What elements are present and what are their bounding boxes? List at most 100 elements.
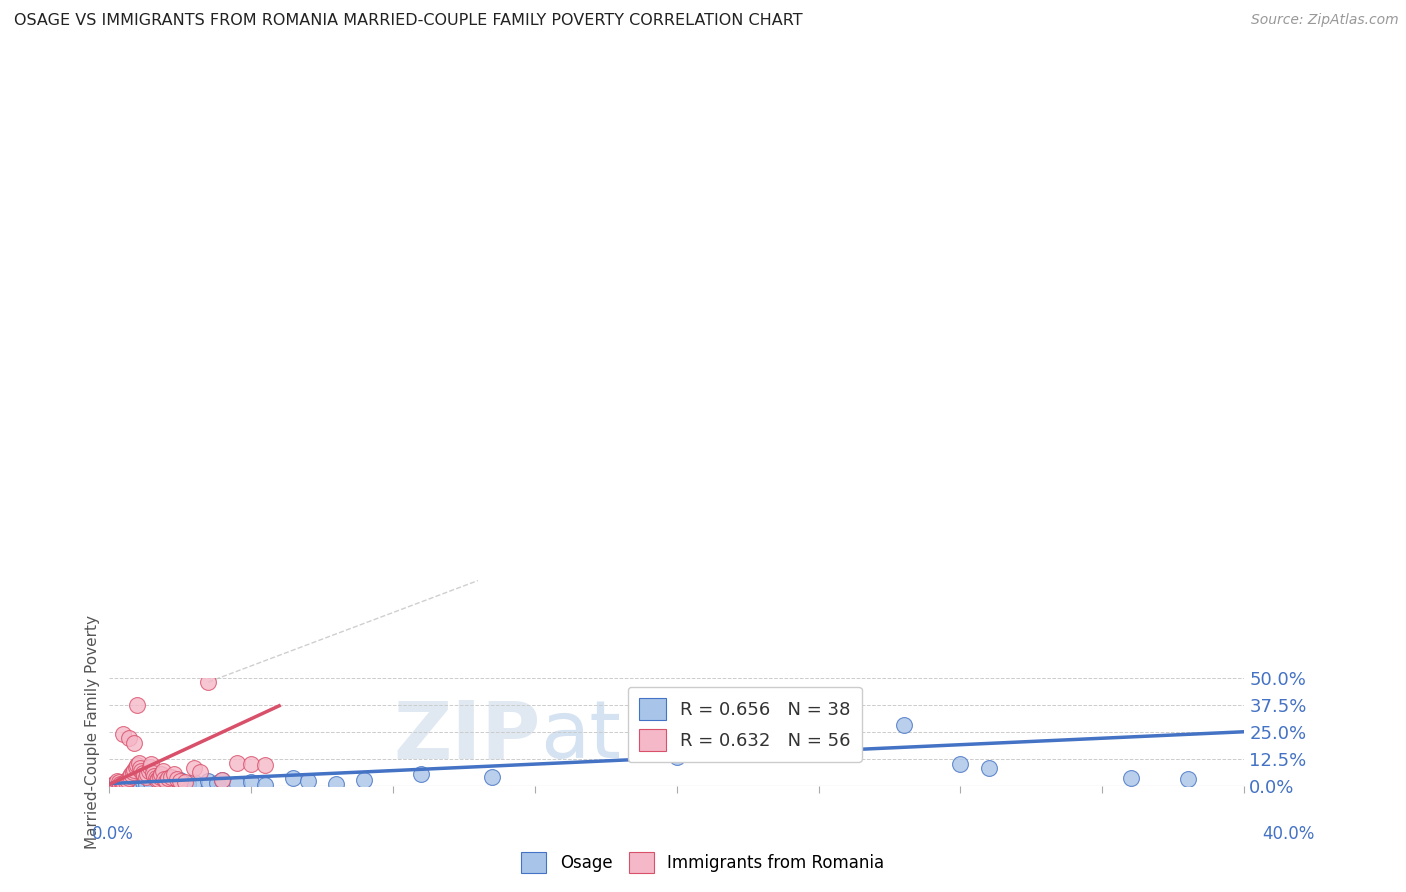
Point bbox=[157, 771, 180, 785]
Legend: R = 0.656   N = 38, R = 0.632   N = 56: R = 0.656 N = 38, R = 0.632 N = 56 bbox=[628, 687, 862, 762]
Point bbox=[129, 777, 152, 791]
Point bbox=[105, 774, 128, 789]
Point bbox=[121, 778, 143, 792]
Text: 40.0%: 40.0% bbox=[1263, 825, 1315, 843]
Point bbox=[211, 773, 233, 788]
Point bbox=[225, 777, 247, 791]
Point bbox=[124, 763, 146, 777]
Point bbox=[693, 747, 716, 761]
Point bbox=[177, 777, 200, 791]
Point bbox=[239, 757, 262, 772]
Point bbox=[139, 760, 162, 774]
Text: 0.0%: 0.0% bbox=[91, 825, 134, 843]
Legend: Osage, Immigrants from Romania: Osage, Immigrants from Romania bbox=[515, 846, 891, 880]
Point bbox=[127, 698, 149, 712]
Point bbox=[1177, 772, 1199, 787]
Point bbox=[100, 778, 122, 792]
Point bbox=[148, 772, 170, 787]
Point bbox=[253, 778, 276, 792]
Point bbox=[138, 764, 160, 778]
Point bbox=[143, 769, 166, 783]
Point bbox=[114, 775, 136, 789]
Point bbox=[174, 775, 197, 789]
Point bbox=[112, 777, 135, 791]
Point bbox=[141, 757, 163, 772]
Point bbox=[127, 758, 149, 772]
Point bbox=[325, 777, 347, 791]
Point bbox=[103, 778, 125, 792]
Point bbox=[108, 777, 131, 791]
Point bbox=[146, 773, 169, 788]
Point bbox=[166, 772, 188, 787]
Point bbox=[949, 757, 972, 772]
Point bbox=[205, 776, 228, 790]
Point bbox=[169, 772, 191, 787]
Point bbox=[155, 778, 177, 792]
Point bbox=[141, 776, 163, 790]
Point bbox=[150, 767, 173, 781]
Point bbox=[160, 770, 183, 784]
Point bbox=[197, 675, 219, 690]
Point bbox=[111, 777, 134, 791]
Point bbox=[108, 778, 131, 792]
Point bbox=[481, 770, 503, 784]
Point bbox=[188, 764, 211, 779]
Point bbox=[114, 777, 136, 791]
Text: OSAGE VS IMMIGRANTS FROM ROMANIA MARRIED-COUPLE FAMILY POVERTY CORRELATION CHART: OSAGE VS IMMIGRANTS FROM ROMANIA MARRIED… bbox=[14, 13, 803, 29]
Point bbox=[665, 749, 688, 764]
Point bbox=[160, 778, 183, 792]
Point bbox=[152, 764, 174, 778]
Point bbox=[977, 761, 1000, 775]
Point bbox=[134, 768, 156, 782]
Point bbox=[129, 761, 152, 775]
Point bbox=[105, 778, 128, 792]
Point bbox=[225, 756, 247, 770]
Point bbox=[104, 776, 127, 790]
Point bbox=[135, 770, 157, 784]
Point bbox=[183, 761, 205, 775]
Point bbox=[893, 718, 915, 732]
Point bbox=[1119, 771, 1142, 785]
Point bbox=[122, 764, 145, 779]
Point bbox=[149, 776, 172, 790]
Point bbox=[117, 731, 139, 746]
Point bbox=[117, 776, 139, 790]
Point bbox=[131, 764, 153, 778]
Y-axis label: Married-Couple Family Poverty: Married-Couple Family Poverty bbox=[86, 615, 100, 849]
Point bbox=[115, 773, 138, 788]
Point bbox=[163, 767, 186, 781]
Point bbox=[132, 775, 155, 789]
Point bbox=[125, 760, 148, 774]
Point bbox=[121, 767, 143, 781]
Point bbox=[297, 774, 319, 789]
Point bbox=[153, 772, 176, 787]
Point bbox=[239, 774, 262, 789]
Point bbox=[253, 758, 276, 772]
Point bbox=[145, 771, 167, 785]
Point bbox=[128, 756, 150, 770]
Text: atlas: atlas bbox=[540, 697, 735, 775]
Point bbox=[353, 773, 375, 788]
Point bbox=[211, 773, 233, 788]
Point bbox=[117, 771, 139, 785]
Point bbox=[183, 775, 205, 789]
Text: ZIP: ZIP bbox=[394, 697, 540, 775]
Point bbox=[283, 771, 305, 785]
Point bbox=[110, 776, 132, 790]
Point bbox=[107, 775, 129, 789]
Point bbox=[132, 765, 155, 780]
Point bbox=[155, 774, 177, 789]
Point bbox=[124, 735, 146, 749]
Point bbox=[149, 770, 172, 784]
Point bbox=[101, 778, 124, 792]
Point bbox=[124, 778, 146, 792]
Point bbox=[127, 778, 149, 792]
Point bbox=[111, 727, 134, 741]
Point bbox=[135, 777, 157, 791]
Point bbox=[103, 777, 125, 791]
Point bbox=[409, 767, 432, 781]
Point bbox=[197, 774, 219, 789]
Point bbox=[111, 778, 134, 792]
Text: Source: ZipAtlas.com: Source: ZipAtlas.com bbox=[1251, 13, 1399, 28]
Point bbox=[142, 765, 165, 780]
